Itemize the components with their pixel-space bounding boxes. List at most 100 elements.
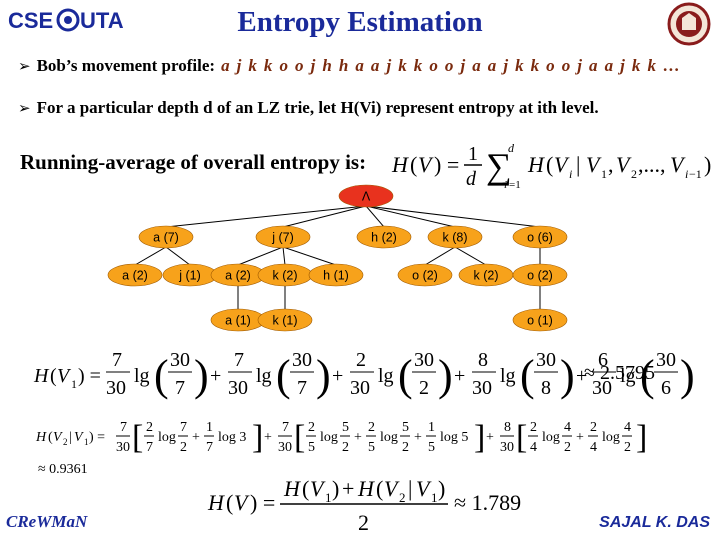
bullet-lz-trie: ➢ For a particular depth d of an LZ trie,… xyxy=(18,98,599,118)
svg-text:∑: ∑ xyxy=(486,146,512,186)
svg-text:lg: lg xyxy=(500,365,516,387)
trie-node-level2: j (1) xyxy=(162,263,218,287)
svg-text:5: 5 xyxy=(308,440,315,455)
svg-text:(: ( xyxy=(276,351,291,400)
svg-text:5: 5 xyxy=(402,420,409,435)
svg-text:): ) xyxy=(194,351,209,400)
svg-text:,...,: ,..., xyxy=(638,152,666,177)
svg-text:V: V xyxy=(554,152,570,177)
trie-edge xyxy=(454,246,487,266)
svg-text:7: 7 xyxy=(180,420,187,435)
svg-text:−1: −1 xyxy=(689,167,702,181)
trie-node-label: k (2) xyxy=(273,269,298,283)
svg-text:): ) xyxy=(560,351,575,400)
svg-text:log: log xyxy=(380,430,398,445)
svg-text:d: d xyxy=(508,141,515,155)
svg-text:30: 30 xyxy=(106,377,126,399)
svg-text:) =: ) = xyxy=(250,490,275,515)
trie-node-level2: k (2) xyxy=(458,263,514,287)
svg-text:(: ( xyxy=(520,351,535,400)
svg-text:log 5: log 5 xyxy=(440,430,468,445)
trie-node-level3: k (1) xyxy=(257,308,313,332)
svg-text:i: i xyxy=(569,167,572,181)
trie-node-label: o (2) xyxy=(527,269,553,283)
svg-text:lg: lg xyxy=(134,365,150,387)
svg-text:30: 30 xyxy=(592,377,612,399)
trie-edge xyxy=(237,246,284,266)
svg-text:H: H xyxy=(283,476,301,501)
svg-text:V: V xyxy=(53,430,63,445)
svg-text:): ) xyxy=(316,351,331,400)
svg-text:1: 1 xyxy=(325,490,332,505)
svg-text:5: 5 xyxy=(428,440,435,455)
svg-text:V: V xyxy=(74,430,84,445)
trie-node-level1: h (2) xyxy=(356,225,412,249)
running-average-formula: H ( V ) = 1 d ∑ d i =1 H ( V i | V 1 , V… xyxy=(388,138,714,191)
svg-text:): ) xyxy=(680,351,695,400)
equation-hv: H(V) = H(V 1) + H(V 2 | V 1) 2 ≈ 1.789 xyxy=(206,474,526,543)
svg-text:+: + xyxy=(342,476,354,501)
svg-text:4: 4 xyxy=(564,420,571,435)
svg-text:(: ( xyxy=(302,476,309,501)
svg-text:log: log xyxy=(158,430,176,445)
svg-text:4: 4 xyxy=(624,420,631,435)
trie-node-label: h (2) xyxy=(371,231,397,245)
svg-text:CSE: CSE xyxy=(8,8,53,33)
svg-text:2: 2 xyxy=(342,440,349,455)
svg-text:) =: ) = xyxy=(89,430,105,445)
trie-node-label: k (1) xyxy=(273,314,298,328)
svg-text:) =: ) = xyxy=(78,365,101,387)
running-average-label: Running-average of overall entropy is: xyxy=(20,150,367,174)
svg-text:≈ 1.789: ≈ 1.789 xyxy=(454,490,521,515)
svg-text:+: + xyxy=(454,365,465,387)
trie-node-level2: a (2) xyxy=(107,263,163,287)
trie-node-level1: k (8) xyxy=(427,225,483,249)
svg-text:2: 2 xyxy=(590,420,597,435)
hv1-value: ≈ 2.5795 xyxy=(584,362,655,384)
svg-text:30: 30 xyxy=(292,349,312,371)
trie-node-label: a (2) xyxy=(122,269,148,283)
bullet-label: For a particular depth d of an LZ trie, … xyxy=(36,98,599,117)
svg-text:5: 5 xyxy=(342,420,349,435)
svg-text:7: 7 xyxy=(234,349,244,371)
trie-node-label: o (2) xyxy=(412,269,438,283)
svg-text:+: + xyxy=(576,430,584,445)
svg-text:V: V xyxy=(418,152,434,177)
svg-text:7: 7 xyxy=(297,377,307,399)
svg-text:(: ( xyxy=(546,152,553,177)
svg-text:): ) xyxy=(704,152,711,177)
svg-text:2: 2 xyxy=(402,440,409,455)
svg-text:V: V xyxy=(234,490,250,515)
svg-text:+: + xyxy=(332,365,343,387)
svg-text:,: , xyxy=(608,152,614,177)
svg-text:+: + xyxy=(264,430,272,445)
svg-text:1: 1 xyxy=(431,490,438,505)
svg-text:7: 7 xyxy=(175,377,185,399)
trie-edge xyxy=(365,205,541,228)
trie-node-level1: j (7) xyxy=(255,225,311,249)
trie-node-label: o (1) xyxy=(527,314,553,328)
trie-node-label: o (6) xyxy=(527,231,553,245)
bullet-label: Bob’s movement profile: xyxy=(36,56,216,75)
svg-text:V: V xyxy=(416,476,432,501)
svg-text:+: + xyxy=(210,365,221,387)
trie-node-level2: o (2) xyxy=(512,263,568,287)
svg-text:|: | xyxy=(576,152,580,177)
svg-text:log: log xyxy=(542,430,560,445)
svg-text:) =: ) = xyxy=(434,152,459,177)
svg-text:(: ( xyxy=(376,476,383,501)
svg-text:H: H xyxy=(33,365,50,387)
svg-text:lg: lg xyxy=(256,365,272,387)
svg-text:2: 2 xyxy=(63,437,68,447)
svg-text:2: 2 xyxy=(631,167,637,181)
trie-node-level2: k (2) xyxy=(257,263,313,287)
svg-text:V: V xyxy=(57,365,72,387)
svg-text:(: ( xyxy=(226,490,233,515)
svg-text:(: ( xyxy=(410,152,417,177)
svg-text:+: + xyxy=(486,430,494,445)
svg-text:1: 1 xyxy=(428,420,435,435)
svg-text:log: log xyxy=(602,430,620,445)
trie-node-level1: a (7) xyxy=(138,225,194,249)
svg-text:30: 30 xyxy=(278,440,292,455)
